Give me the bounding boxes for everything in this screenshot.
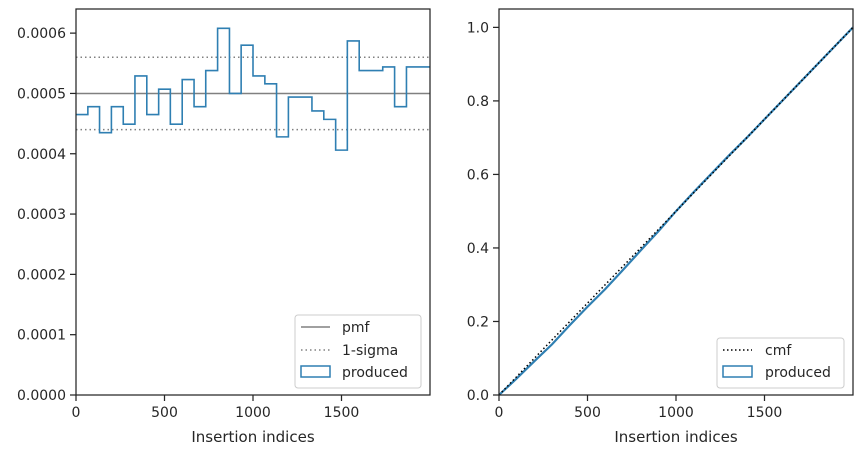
x-tick-label-0-1: 500 <box>151 405 178 421</box>
right-ticks: 0 500 1000 1500 0.0 0.2 0.4 0.6 0.8 1.0 <box>467 20 783 421</box>
left-plot-content <box>76 27 430 151</box>
produced-step-series <box>76 27 430 151</box>
right-legend-box <box>716 337 845 389</box>
x-tick-label-1-3: 1500 <box>747 405 783 421</box>
x-tick-label-1-0: 0 <box>495 405 504 421</box>
y-tick-label-0-1: 0.0001 <box>17 328 66 344</box>
y-tick-label-1-2: 0.4 <box>467 241 489 257</box>
right-x-axis-label: Insertion indices <box>614 428 737 446</box>
y-tick-label-1-5: 1.0 <box>467 20 489 36</box>
y-tick-label-0-3: 0.0003 <box>17 207 66 223</box>
x-tick-label-1-1: 500 <box>574 405 601 421</box>
y-tick-label-1-1: 0.2 <box>467 314 489 330</box>
left-x-axis-label: Insertion indices <box>191 428 314 446</box>
legend-sigma-label: 1-sigma <box>342 343 398 359</box>
y-tick-label-0-4: 0.0004 <box>17 147 66 163</box>
y-tick-label-1-3: 0.6 <box>467 167 489 183</box>
y-tick-label-1-0: 0.0 <box>467 388 489 404</box>
y-tick-label-1-4: 0.8 <box>467 94 489 110</box>
left-ticks: 0 500 1000 1500 0.0000 0.0001 0.0002 0.0003 0.00… <box>17 26 359 421</box>
right-legend: cmf produced <box>716 337 845 389</box>
left-legend-box <box>294 314 422 389</box>
y-tick-label-0-2: 0.0002 <box>17 267 66 283</box>
x-tick-label-0-2: 1000 <box>235 405 271 421</box>
x-tick-label-0-0: 0 <box>72 405 81 421</box>
legend-produced2-swatch <box>722 365 753 378</box>
legend-produced-swatch <box>300 365 331 378</box>
right-axes-frame <box>498 8 854 396</box>
x-tick-label-1-2: 1000 <box>658 405 694 421</box>
y-tick-label-0-0: 0.0000 <box>17 388 66 404</box>
left-legend: pmf 1-sigma produced <box>294 314 422 389</box>
legend-produced-label: produced <box>342 365 408 381</box>
right-plot-content <box>498 26 854 396</box>
y-tick-label-0-5: 0.0005 <box>17 86 66 102</box>
legend-cmf-label: cmf <box>765 343 792 359</box>
x-tick-label-0-3: 1500 <box>324 405 360 421</box>
legend-produced2-label: produced <box>765 365 831 381</box>
y-tick-label-0-6: 0.0006 <box>17 26 66 42</box>
cmf-line <box>498 26 854 396</box>
pmf-panel: 0 500 1000 1500 0.0000 0.0001 0.0002 0.0003 0.00… <box>17 8 431 446</box>
cmf-panel: 0 500 1000 1500 0.0 0.2 0.4 0.6 0.8 1.0 Insertion… <box>467 8 854 446</box>
legend-pmf-label: pmf <box>342 320 371 336</box>
